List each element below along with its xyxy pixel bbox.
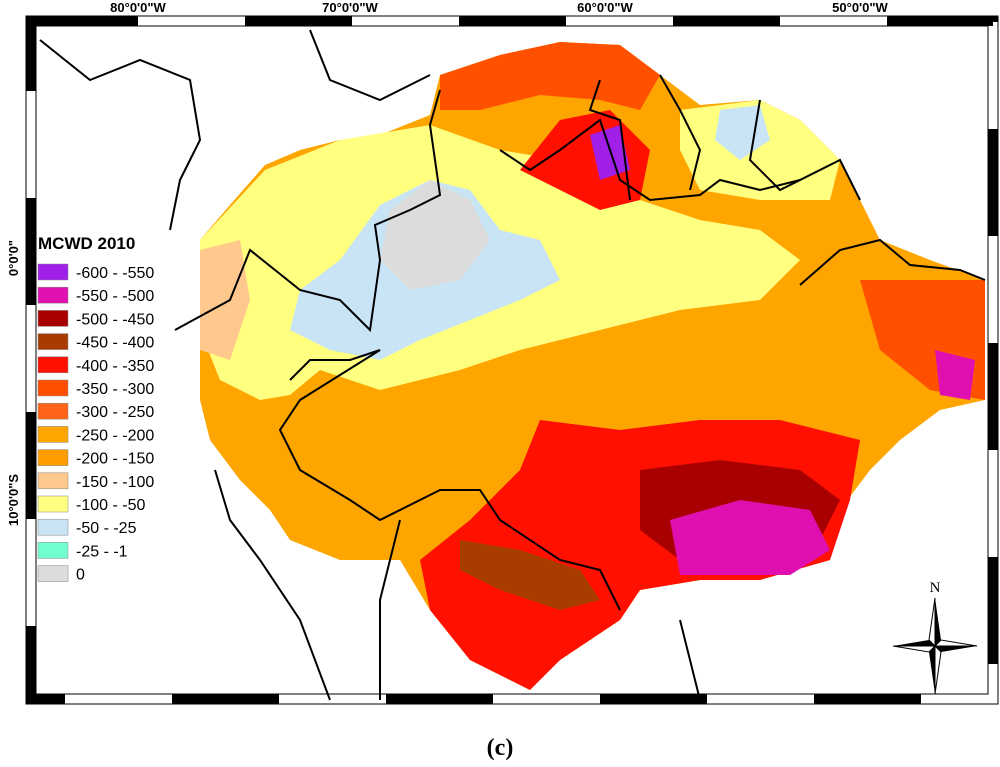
- latitude-label: 0°0'0": [6, 240, 21, 276]
- legend-swatch: [37, 286, 69, 304]
- legend-label: -150 - -100: [76, 474, 154, 491]
- legend-swatch: [37, 356, 69, 374]
- longitude-label: 70°0'0"W: [322, 0, 378, 15]
- legend-label: -600 - -550: [76, 265, 154, 282]
- north-label: N: [930, 580, 941, 596]
- legend-swatch: [37, 518, 69, 536]
- latitude-label: 10°0'0"S: [6, 474, 21, 526]
- legend-label: -500 - -450: [76, 311, 154, 328]
- legend-label: -300 - -250: [76, 404, 154, 421]
- legend: -600 - -550 -550 - -500 -500 - -450 -450 - …: [37, 263, 154, 584]
- legend-label: -350 - -300: [76, 381, 154, 398]
- legend-label: -550 - -500: [76, 288, 154, 305]
- legend-label: -250 - -200: [76, 427, 154, 444]
- north-arrow: N: [892, 580, 978, 695]
- longitude-label: 50°0'0"W: [832, 0, 888, 15]
- frame-ticks: [26, 16, 998, 704]
- frame-inner: [35, 25, 989, 695]
- legend-label: -400 - -350: [76, 358, 154, 375]
- legend-title: MCWD 2010: [38, 234, 135, 253]
- longitude-label: 80°0'0"W: [110, 0, 166, 15]
- country-borders: [39, 29, 986, 701]
- legend-label: -50 - -25: [76, 520, 137, 537]
- legend-swatch: [37, 495, 69, 513]
- legend-label: -200 - -150: [76, 451, 154, 468]
- legend-swatch: [37, 472, 69, 490]
- caption: (c): [487, 735, 514, 761]
- legend-swatch: [37, 333, 69, 350]
- mcwd-raster: [200, 42, 985, 690]
- legend-label: -25 - -1: [76, 543, 128, 560]
- legend-label: -450 - -400: [76, 335, 154, 352]
- legend-swatch: [37, 565, 69, 582]
- legend-swatch: [37, 379, 69, 397]
- longitude-label: 60°0'0"W: [577, 0, 633, 15]
- legend-swatch: [37, 263, 69, 281]
- legend-swatch: [37, 426, 69, 443]
- legend-swatch: [37, 449, 69, 466]
- legend-label: 0: [76, 567, 85, 584]
- legend-swatch: [37, 402, 69, 420]
- legend-swatch: [37, 542, 69, 559]
- frame-outline: [25, 15, 999, 705]
- legend-swatch: [37, 310, 69, 327]
- legend-label: -100 - -50: [76, 497, 145, 514]
